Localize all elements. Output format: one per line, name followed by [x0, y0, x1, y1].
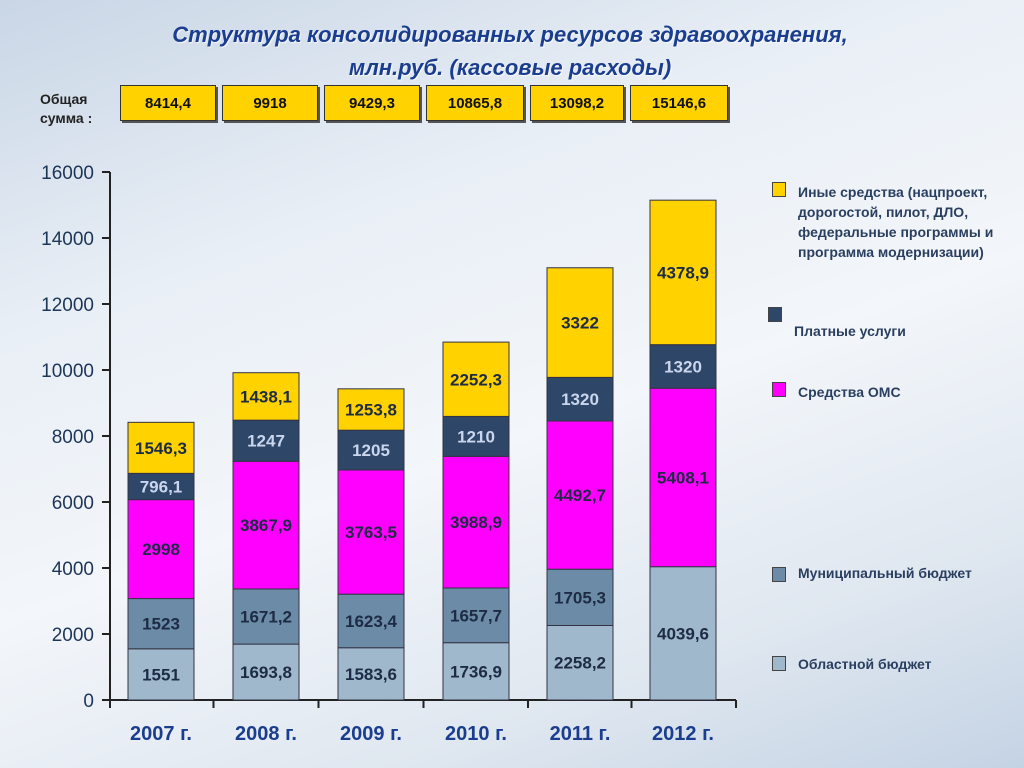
bar-segment-regional-budget — [127, 648, 195, 701]
legend-item-regional: Областной бюджет — [772, 654, 992, 674]
data-label-municipal-budget: 1623,4 — [345, 612, 398, 631]
y-tick-label: 16000 — [41, 163, 94, 184]
bar-segment-regional-budget — [337, 647, 405, 701]
data-label-regional-budget: 1583,6 — [345, 665, 397, 684]
legend-swatch-municipal — [772, 567, 786, 582]
y-tick-label: 10000 — [41, 361, 94, 382]
data-label-paid-services: 1247 — [247, 432, 285, 451]
bar-segment-municipal-budget — [442, 587, 510, 644]
bar-segment-oms — [546, 420, 614, 570]
x-tick-label: 2010 г. — [445, 723, 507, 745]
x-tick-label: 2011 г. — [550, 723, 611, 745]
data-label-regional-budget: 2258,2 — [554, 654, 606, 673]
data-label-paid-services: 796,1 — [140, 477, 183, 496]
data-label-other-funds: 3322 — [561, 314, 599, 333]
total-label: Общая сумма : — [40, 90, 92, 128]
legend-item-municipal: Муниципальный бюджет — [772, 563, 972, 583]
bar-segment-other-funds — [232, 372, 300, 421]
bar-segment-regional-budget — [649, 566, 717, 701]
bar-segment-oms — [442, 455, 510, 589]
total-2008: 9918 — [222, 85, 318, 121]
bar-segment-oms — [337, 469, 405, 595]
data-label-regional-budget: 1736,9 — [450, 662, 502, 681]
bar-segment-municipal-budget — [127, 598, 195, 650]
data-label-regional-budget: 1551 — [142, 665, 180, 684]
data-label-oms: 3988,9 — [450, 513, 502, 532]
legend-swatch-paid — [768, 307, 782, 322]
data-label-other-funds: 1253,8 — [345, 401, 397, 420]
data-label-other-funds: 1438,1 — [240, 387, 292, 406]
legend-item-other: Иные средства (нацпроект, дорогостой, пи… — [772, 182, 1012, 262]
data-label-paid-services: 1210 — [457, 427, 495, 446]
total-2010: 10865,8 — [426, 85, 524, 121]
data-label-regional-budget: 4039,6 — [657, 624, 709, 643]
legend-label-regional: Областной бюджет — [798, 656, 932, 672]
total-2012: 15146,6 — [630, 85, 728, 121]
x-tick-label: 2008 г. — [235, 723, 297, 745]
bar-segment-regional-budget — [232, 643, 300, 701]
bar-segment-municipal-budget — [337, 593, 405, 649]
bar-segment-paid-services — [337, 429, 405, 471]
y-tick-label: 0 — [83, 691, 94, 712]
chart-title-line2: млн.руб. (кассовые расходы) — [348, 55, 672, 80]
data-label-oms: 2998 — [142, 540, 180, 559]
y-tick-label: 14000 — [41, 229, 94, 250]
bar-segment-oms — [232, 460, 300, 590]
bar-segment-regional-budget — [442, 642, 510, 701]
data-label-oms: 5408,1 — [657, 468, 709, 487]
bar-segment-other-funds — [337, 388, 405, 431]
total-2011: 13098,2 — [530, 85, 624, 121]
legend-label-paid: Платные услуги — [794, 323, 906, 339]
data-label-municipal-budget: 1705,3 — [554, 588, 606, 607]
data-label-other-funds: 1546,3 — [135, 439, 187, 458]
legend-item-paid: Платные услуги — [768, 307, 1008, 341]
y-tick-label: 2000 — [52, 625, 94, 646]
x-tick-label: 2012 г. — [652, 723, 714, 745]
data-label-oms: 3867,9 — [240, 516, 292, 535]
y-tick-label: 4000 — [52, 559, 94, 580]
y-tick-label: 12000 — [41, 295, 94, 316]
x-tick-label: 2009 г. — [340, 723, 402, 745]
legend-label-other: Иные средства (нацпроект, дорогостой, пи… — [798, 184, 994, 260]
bar-segment-other-funds — [442, 341, 510, 417]
data-label-other-funds: 4378,9 — [657, 263, 709, 282]
bar-segment-paid-services — [232, 419, 300, 462]
bar-segment-other-funds — [127, 421, 195, 474]
bar-segment-regional-budget — [546, 624, 614, 701]
legend-item-oms: Средства ОМС — [772, 382, 1012, 402]
total-label-line2: сумма : — [40, 110, 93, 126]
x-tick-label: 2007 г. — [130, 723, 192, 745]
total-2007: 8414,4 — [120, 85, 216, 121]
data-label-oms: 3763,5 — [345, 523, 397, 542]
data-label-paid-services: 1320 — [664, 357, 702, 376]
data-label-municipal-budget: 1671,2 — [240, 608, 292, 627]
legend-label-municipal: Муниципальный бюджет — [798, 565, 972, 581]
data-label-oms: 4492,7 — [554, 486, 606, 505]
legend-swatch-other — [772, 182, 786, 197]
data-label-paid-services: 1320 — [561, 390, 599, 409]
bar-segment-oms — [127, 499, 195, 600]
data-label-municipal-budget: 1657,7 — [450, 606, 502, 625]
y-tick-label: 8000 — [52, 427, 94, 448]
bar-segment-other-funds — [546, 267, 614, 378]
data-label-regional-budget: 1693,8 — [240, 663, 292, 682]
bar-segment-other-funds — [649, 199, 717, 346]
bar-segment-paid-services — [649, 344, 717, 389]
legend-swatch-oms — [772, 382, 786, 397]
legend-label-oms: Средства ОМС — [798, 384, 901, 400]
total-label-line1: Общая — [40, 91, 88, 107]
legend-swatch-regional — [772, 656, 786, 671]
data-label-municipal-budget: 1523 — [142, 615, 180, 634]
bar-segment-municipal-budget — [232, 588, 300, 645]
data-label-paid-services: 1205 — [352, 441, 390, 460]
y-tick-label: 6000 — [52, 493, 94, 514]
chart-title-line1: Структура консолидированных ресурсов здр… — [172, 22, 848, 47]
chart-title: Структура консолидированных ресурсов здр… — [120, 18, 900, 84]
data-label-other-funds: 2252,3 — [450, 370, 502, 389]
bar-segment-paid-services — [546, 376, 614, 422]
total-2009: 9429,3 — [324, 85, 420, 121]
